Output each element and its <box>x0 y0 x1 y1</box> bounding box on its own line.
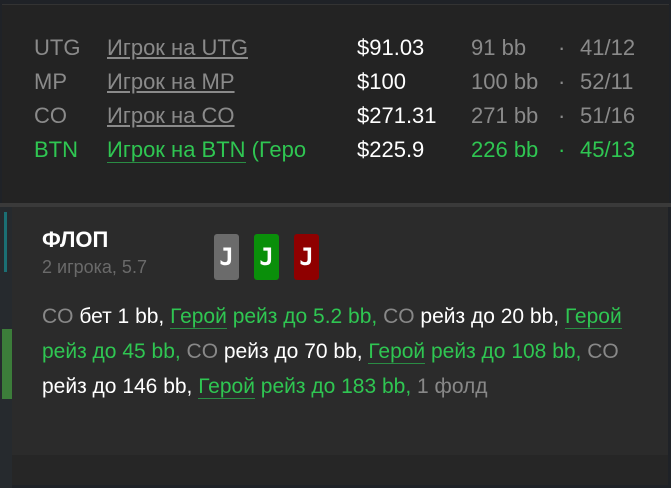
hero-link[interactable]: Герой <box>198 375 255 399</box>
action-log: CO бет 1 bb, Герой рейз до 5.2 bb, CO ре… <box>42 299 652 404</box>
separator: · <box>558 35 566 60</box>
player-stack-bb: 226 bb <box>471 137 539 162</box>
player-stack: $91.03 <box>357 35 425 60</box>
board-card: J <box>294 234 319 280</box>
player-position: BTN <box>34 137 78 162</box>
popup-footer <box>12 455 668 485</box>
player-position: MP <box>34 69 67 94</box>
separator: · <box>558 103 566 128</box>
background-strip <box>0 207 12 488</box>
player-name: Игрок на MP <box>107 69 329 95</box>
separator: · <box>558 69 566 94</box>
action-hero: рейз до 108 bb, <box>425 340 588 363</box>
street-title: ФЛОП <box>42 227 109 252</box>
hero-link[interactable]: Герой <box>368 340 426 364</box>
player-position: CO <box>34 103 67 128</box>
player-name-link: Игрок на UTG <box>107 35 248 60</box>
action-pos: CO <box>383 305 415 328</box>
action-pos: CO <box>42 305 74 328</box>
player-name-link: Игрок на CO <box>107 103 235 128</box>
action-pos: CO <box>186 340 219 363</box>
action-act: рейз до 20 bb, <box>414 305 565 328</box>
player-stats: 41/12 <box>580 35 636 60</box>
board-card: J <box>254 234 279 280</box>
action-hero: рейз до 45 bb, <box>42 340 187 363</box>
action-act: рейз до 146 bb, <box>42 375 199 398</box>
player-stack-bb: 100 bb <box>471 69 539 94</box>
street-subtitle: 2 игрока, 5.7 <box>42 257 147 277</box>
player-name: Игрок на UTG <box>107 35 329 61</box>
player-stack-bb: 271 bb <box>471 103 539 128</box>
player-position: UTG <box>34 35 81 60</box>
action-hero: рейз до 183 bb, <box>254 375 418 398</box>
action-hero: рейз до 5.2 bb, <box>226 305 384 328</box>
action-fold: 1 фолд <box>417 375 488 398</box>
player-stack: $271.31 <box>357 103 437 128</box>
player-name-link: Игрок на MP <box>107 69 235 94</box>
hero-link[interactable]: Герой <box>170 305 227 329</box>
player-stats: 52/11 <box>580 69 634 94</box>
hero-link[interactable]: Герой <box>564 305 622 329</box>
player-name[interactable]: Игрок на BTN (Геро <box>107 137 329 163</box>
action-act: бет 1 bb, <box>73 305 171 328</box>
player-stats: 51/16 <box>580 103 636 128</box>
player-stack-bb: 91 bb <box>471 35 527 60</box>
board-card: J <box>214 234 239 280</box>
action-pos: CO <box>587 340 619 363</box>
player-stack: $100 <box>357 69 406 94</box>
divider <box>2 4 669 8</box>
players-panel: UTG Игрок на UTG $91.03 91 bb · 41/12 MP … <box>2 4 669 203</box>
action-act: рейз до 70 bb, <box>218 340 369 363</box>
player-name-link[interactable]: Игрок на BTN <box>107 137 246 163</box>
player-name-suffix: (Геро <box>245 137 307 162</box>
separator: · <box>558 137 566 162</box>
player-name: Игрок на CO <box>107 103 329 129</box>
divider <box>0 203 671 207</box>
player-stats: 45/13 <box>580 137 636 162</box>
player-stack: $225.9 <box>357 137 425 162</box>
